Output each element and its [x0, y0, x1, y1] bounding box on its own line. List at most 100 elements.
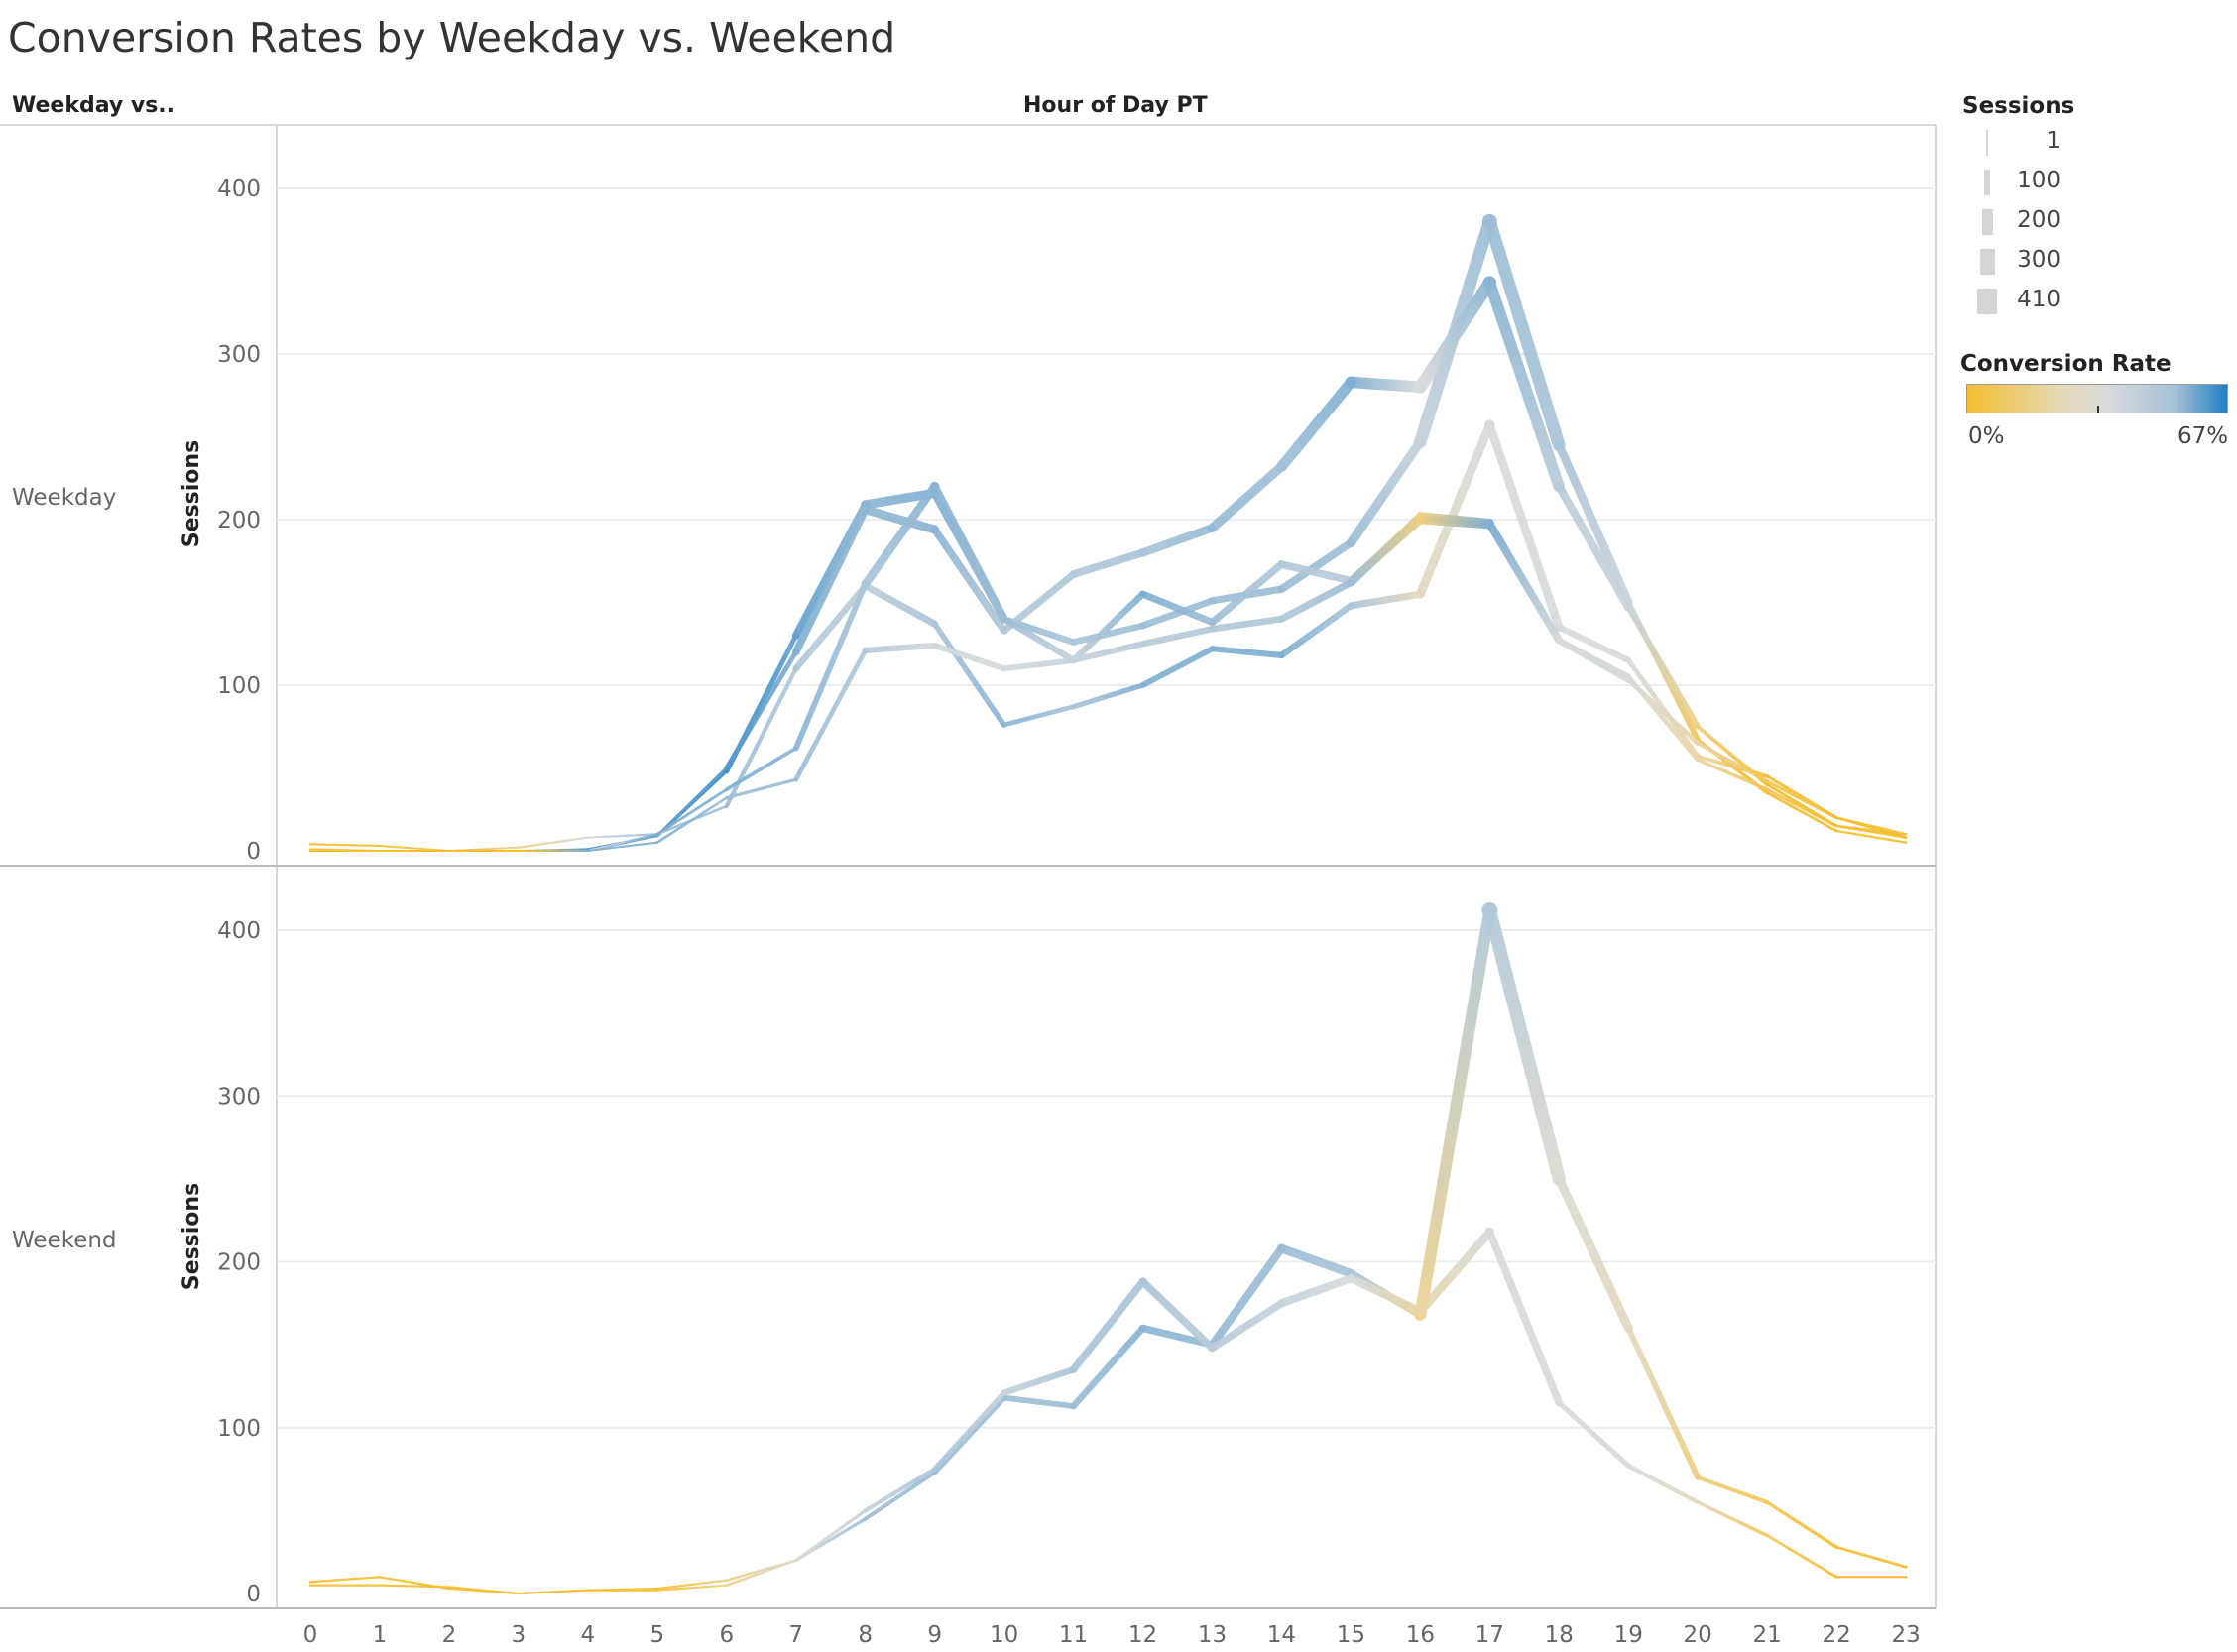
column-dimension-header: Hour of Day PT: [1023, 93, 1208, 118]
data-point: [725, 787, 729, 791]
data-point: [1765, 787, 1769, 791]
data-point: [1208, 1344, 1216, 1352]
series-segment: [1070, 590, 1146, 664]
data-point: [1834, 829, 1838, 833]
data-point: [724, 766, 729, 770]
x-tick-label: 8: [858, 1622, 873, 1648]
series-segment: [1415, 420, 1494, 599]
x-tick-label: 5: [649, 1622, 664, 1648]
data-point: [1209, 619, 1216, 626]
series-layer: [308, 213, 1908, 1595]
series-segment: [1347, 590, 1424, 610]
y-tick-label: 300: [217, 1084, 261, 1110]
series-segment: [1138, 1277, 1217, 1353]
data-point: [1277, 560, 1286, 569]
data-point: [1276, 461, 1287, 472]
data-point: [725, 1584, 728, 1587]
series-segment: [930, 482, 1008, 624]
data-point: [725, 796, 729, 800]
x-tick-label: 0: [303, 1622, 318, 1648]
series-segment: [378, 1584, 451, 1589]
data-point: [1696, 741, 1701, 746]
x-tick-label: 19: [1614, 1622, 1643, 1648]
series-segment: [1485, 519, 1564, 645]
series-segment: [792, 582, 869, 672]
y-tick-label: 200: [217, 1250, 261, 1276]
data-point: [1554, 439, 1565, 451]
data-point: [1208, 524, 1217, 532]
color-legend-title: Conversion Rate: [1960, 351, 2172, 377]
data-point: [1001, 665, 1007, 672]
series-segment: [1484, 420, 1564, 632]
data-point: [1139, 622, 1146, 630]
series-segment: [1414, 276, 1496, 394]
data-point: [792, 665, 799, 672]
y-tick-label: 400: [217, 918, 261, 944]
data-point: [655, 841, 658, 844]
series-segment: [1765, 787, 1838, 828]
data-point: [929, 481, 940, 492]
data-point: [862, 647, 869, 654]
x-tick-label: 13: [1198, 1622, 1227, 1648]
data-point: [1414, 381, 1427, 394]
y-tick-label: 400: [217, 177, 261, 202]
data-point: [378, 850, 381, 852]
series-segment: [861, 505, 940, 534]
series-segment: [1482, 903, 1566, 1186]
size-legend-title: Sessions: [1962, 93, 2075, 119]
data-point: [861, 505, 871, 515]
x-tick-label: 3: [512, 1622, 527, 1648]
data-point: [1481, 901, 1498, 918]
series-segment: [1069, 1277, 1147, 1373]
data-point: [447, 1587, 451, 1591]
series-segment: [1345, 376, 1427, 394]
data-point: [378, 844, 382, 848]
data-point: [1138, 1324, 1147, 1333]
series-segment: [724, 666, 798, 809]
x-tick-label: 15: [1337, 1622, 1365, 1648]
data-point: [1001, 1389, 1007, 1396]
series-segment: [1765, 779, 1838, 820]
row-label-weekday: Weekday: [12, 485, 116, 511]
series-line: [309, 481, 1908, 853]
series-segment: [1001, 704, 1076, 728]
row-dimension-header: Weekday vs..: [12, 93, 176, 118]
series-segment: [1485, 1228, 1564, 1407]
series-segment: [862, 642, 938, 654]
data-point: [517, 846, 520, 849]
series-segment: [586, 833, 658, 839]
series-segment: [1208, 560, 1286, 627]
data-point: [1208, 597, 1217, 605]
size-legend-label: 1: [2046, 128, 2060, 154]
data-point: [1277, 585, 1286, 593]
series-segment: [655, 787, 729, 836]
data-point: [1765, 779, 1769, 783]
series-segment: [1277, 578, 1355, 623]
size-legend-label: 200: [2017, 207, 2060, 233]
data-point: [1765, 1500, 1770, 1504]
series-segment: [1834, 816, 1908, 839]
data-point: [1347, 578, 1355, 587]
data-point: [1138, 1277, 1147, 1286]
data-point: [1484, 518, 1494, 528]
data-point: [1481, 213, 1497, 229]
data-point: [517, 1593, 520, 1594]
series-segment: [308, 1576, 382, 1584]
series-segment: [1001, 1366, 1077, 1396]
data-point: [586, 850, 589, 852]
y-tick-label: 300: [217, 342, 261, 368]
data-point: [308, 1581, 312, 1584]
series-segment: [1276, 376, 1356, 472]
data-point: [1695, 724, 1701, 730]
series-segment: [1277, 1274, 1355, 1308]
series-segment: [1834, 829, 1908, 844]
series-segment: [1555, 482, 1633, 612]
data-point: [931, 642, 938, 649]
series-line: [308, 1227, 1908, 1595]
data-point: [1278, 615, 1285, 623]
color-legend-tick: [2097, 406, 2099, 413]
y-axis-title: Sessions: [179, 440, 204, 547]
series-segment: [517, 836, 589, 849]
series-segment: [1346, 436, 1426, 548]
